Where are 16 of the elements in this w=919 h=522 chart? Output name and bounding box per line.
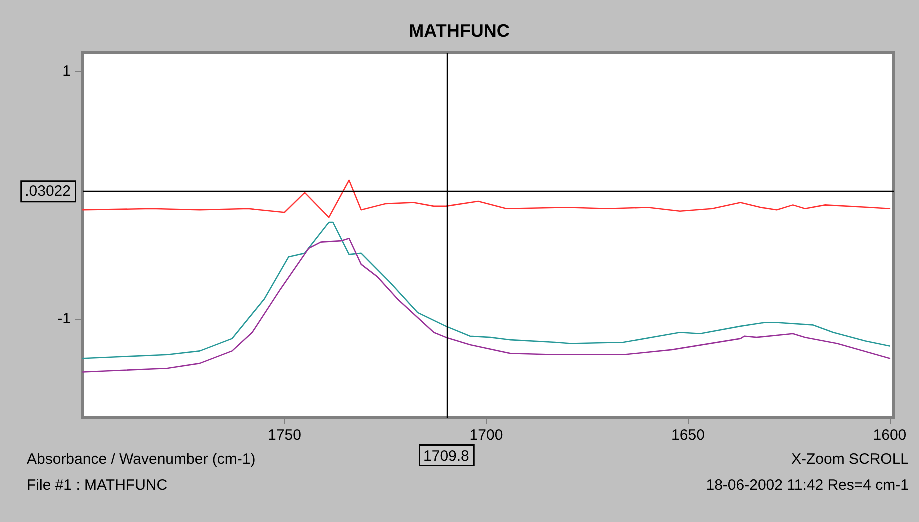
x-tick-label: 1600 [873, 427, 907, 444]
ref-line-label: 1709.8 [423, 448, 470, 465]
x-tick-label: 1750 [268, 427, 302, 444]
x-axis-title: Absorbance / Wavenumber (cm-1) [27, 451, 256, 468]
x-tick-label: 1700 [470, 427, 504, 444]
line-series [82, 222, 891, 360]
line-series [82, 180, 891, 218]
text: 18-06-2002 11:42 Res=4 cm-1 [706, 477, 909, 494]
y-tick-label: 1 [62, 63, 71, 80]
y-tick-label: -1 [58, 310, 71, 328]
line-series [82, 238, 891, 373]
x-tick-label: 1650 [672, 427, 705, 444]
text: X-Zoom SCROLL [791, 451, 910, 468]
ref-line-label: .03022 [25, 183, 71, 200]
text: File #1 : MATHFUNC [27, 477, 168, 494]
chart-title: MATHFUNC [409, 21, 510, 41]
